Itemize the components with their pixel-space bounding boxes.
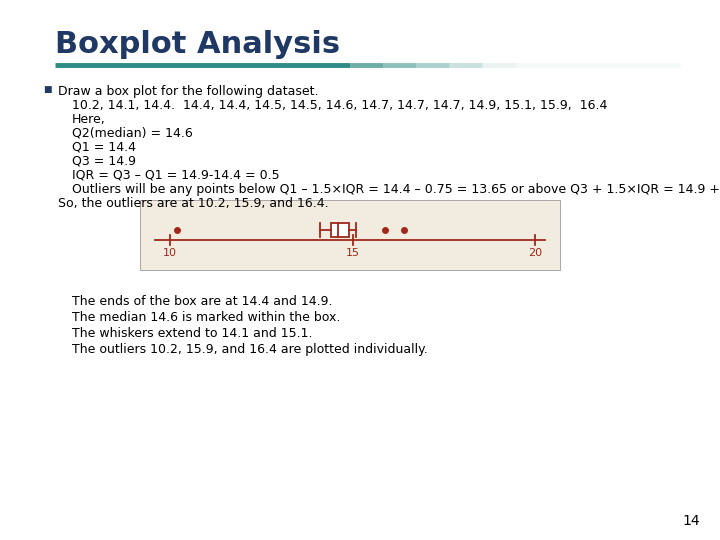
Text: Q3 = 14.9: Q3 = 14.9: [72, 155, 136, 168]
Text: IQR = Q3 – Q1 = 14.9-14.4 = 0.5: IQR = Q3 – Q1 = 14.9-14.4 = 0.5: [72, 169, 279, 182]
Text: Q2(median) = 14.6: Q2(median) = 14.6: [72, 127, 193, 140]
Text: 15: 15: [346, 248, 359, 258]
Text: Draw a box plot for the following dataset.: Draw a box plot for the following datase…: [58, 85, 318, 98]
Text: So, the outliers are at 10.2, 15.9, and 16.4.: So, the outliers are at 10.2, 15.9, and …: [58, 197, 328, 210]
Text: 10: 10: [163, 248, 177, 258]
Text: Outliers will be any points below Q1 – 1.5×IQR = 14.4 – 0.75 = 13.65 or above Q3: Outliers will be any points below Q1 – 1…: [72, 183, 720, 196]
Bar: [140, 200, 560, 270]
Text: The ends of the box are at 14.4 and 14.9.: The ends of the box are at 14.4 and 14.9…: [72, 295, 333, 308]
Text: ■: ■: [43, 85, 52, 94]
Text: 14: 14: [683, 514, 700, 528]
Text: 20: 20: [528, 248, 542, 258]
Text: Q1 = 14.4: Q1 = 14.4: [72, 141, 136, 154]
Text: Here,: Here,: [72, 113, 106, 126]
Text: The outliers 10.2, 15.9, and 16.4 are plotted individually.: The outliers 10.2, 15.9, and 16.4 are pl…: [72, 343, 428, 356]
Text: 10.2, 14.1, 14.4.  14.4, 14.4, 14.5, 14.5, 14.6, 14.7, 14.7, 14.7, 14.9, 15.1, 1: 10.2, 14.1, 14.4. 14.4, 14.4, 14.5, 14.5…: [72, 99, 608, 112]
Text: The median 14.6 is marked within the box.: The median 14.6 is marked within the box…: [72, 311, 341, 324]
Text: Boxplot Analysis: Boxplot Analysis: [55, 30, 340, 59]
Bar: [330, 223, 349, 237]
Text: The whiskers extend to 14.1 and 15.1.: The whiskers extend to 14.1 and 15.1.: [72, 327, 312, 340]
